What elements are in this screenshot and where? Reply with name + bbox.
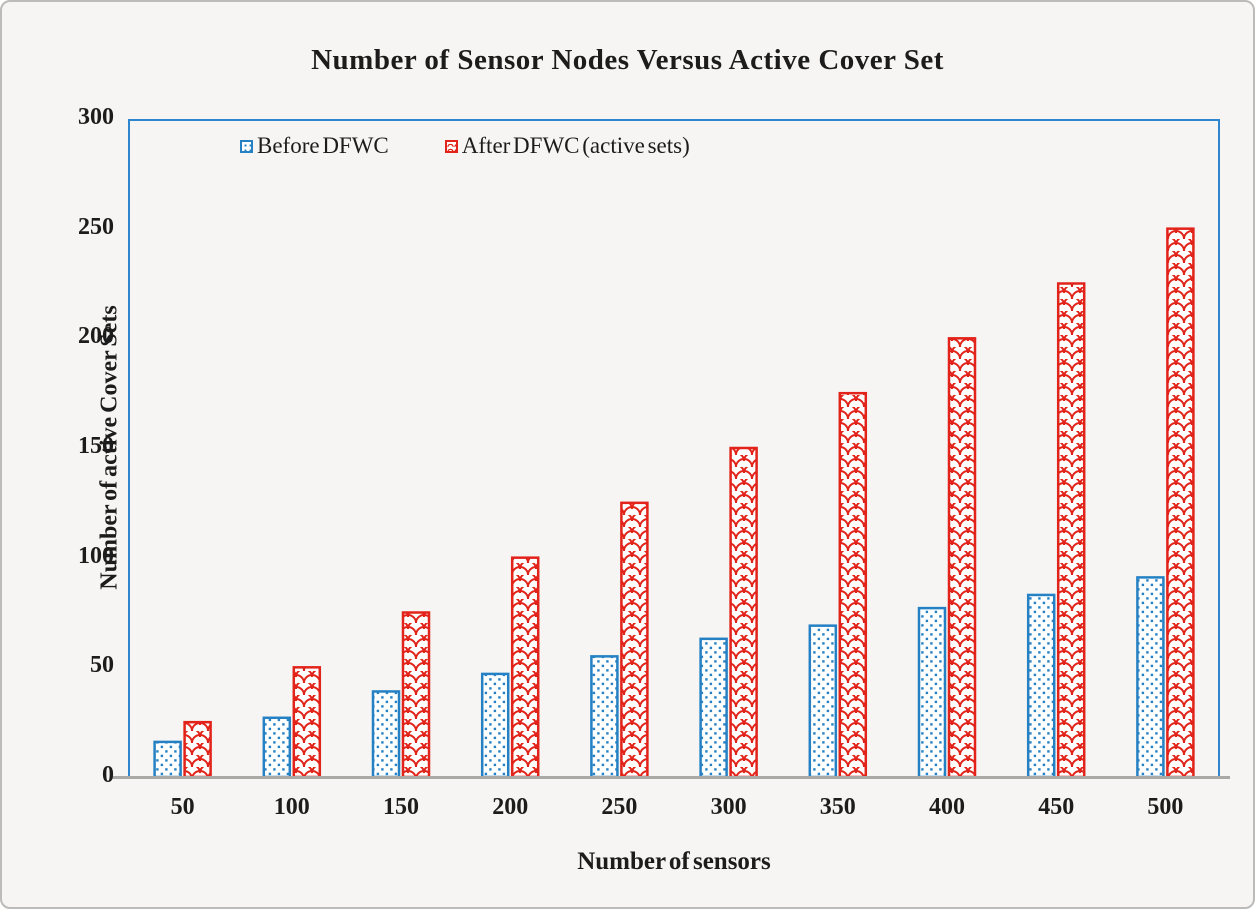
chart-title: Number of Sensor Nodes Versus Active Cov…	[311, 44, 944, 76]
bar-before-450	[1026, 593, 1056, 777]
bar-after-50	[183, 720, 212, 777]
y-tick-label-100: 100	[78, 542, 114, 569]
bar-after-300	[729, 446, 758, 777]
x-axis-line	[110, 776, 1230, 779]
x-tick-label-50: 50	[170, 794, 195, 820]
x-tick-label-250: 250	[601, 794, 638, 820]
x-tick-label-300: 300	[710, 794, 747, 820]
y-tick-label-150: 150	[78, 433, 114, 459]
bar-after-250	[620, 501, 649, 777]
bar-after-400	[947, 337, 977, 777]
x-tick-label-200: 200	[492, 794, 529, 820]
bar-before-500	[1136, 576, 1165, 777]
bars-layer	[153, 227, 1195, 777]
y-tick-label-200: 200	[78, 323, 114, 350]
bar-after-150	[401, 611, 431, 777]
bar-before-350	[808, 624, 838, 777]
plot-area	[128, 119, 1220, 777]
legend: Before DFWC After DFWC (active sets)	[240, 133, 690, 159]
bar-after-100	[292, 666, 322, 777]
legend-marker-after-dfwc	[444, 139, 458, 153]
bar-before-50	[153, 740, 182, 777]
bar-after-200	[510, 556, 540, 777]
x-tick-label-500: 500	[1147, 794, 1184, 820]
bar-after-500	[1166, 227, 1195, 777]
y-tick-label-0: 0	[102, 762, 114, 788]
y-tick-label-250: 250	[78, 213, 114, 240]
bar-before-150	[371, 690, 401, 777]
x-tick-label-350: 350	[819, 794, 856, 820]
y-tick-label-50: 50	[90, 652, 114, 679]
bar-before-200	[480, 672, 510, 777]
bar-before-300	[699, 637, 728, 777]
legend-label-before-dfwc: Before DFWC	[257, 133, 389, 158]
x-tick-label-100: 100	[273, 794, 310, 820]
legend-item-before: Before DFWC	[240, 133, 389, 159]
bar-before-100	[262, 716, 292, 777]
bar-before-400	[917, 606, 947, 777]
x-tick-label-450: 450	[1038, 794, 1075, 820]
legend-item-after: After DFWC (active sets)	[444, 133, 690, 159]
bar-after-350	[838, 391, 868, 777]
y-tick-label-300: 300	[78, 104, 114, 130]
legend-marker-before-dfwc	[240, 139, 253, 153]
x-tick-label-150: 150	[383, 794, 419, 820]
bar-after-450	[1056, 282, 1086, 777]
x-axis-title: Number of sensors	[577, 848, 771, 875]
legend-label-after-dfwc: After DFWC (active sets)	[461, 133, 690, 158]
bar-before-250	[590, 655, 619, 777]
x-tick-label-400: 400	[929, 794, 965, 820]
